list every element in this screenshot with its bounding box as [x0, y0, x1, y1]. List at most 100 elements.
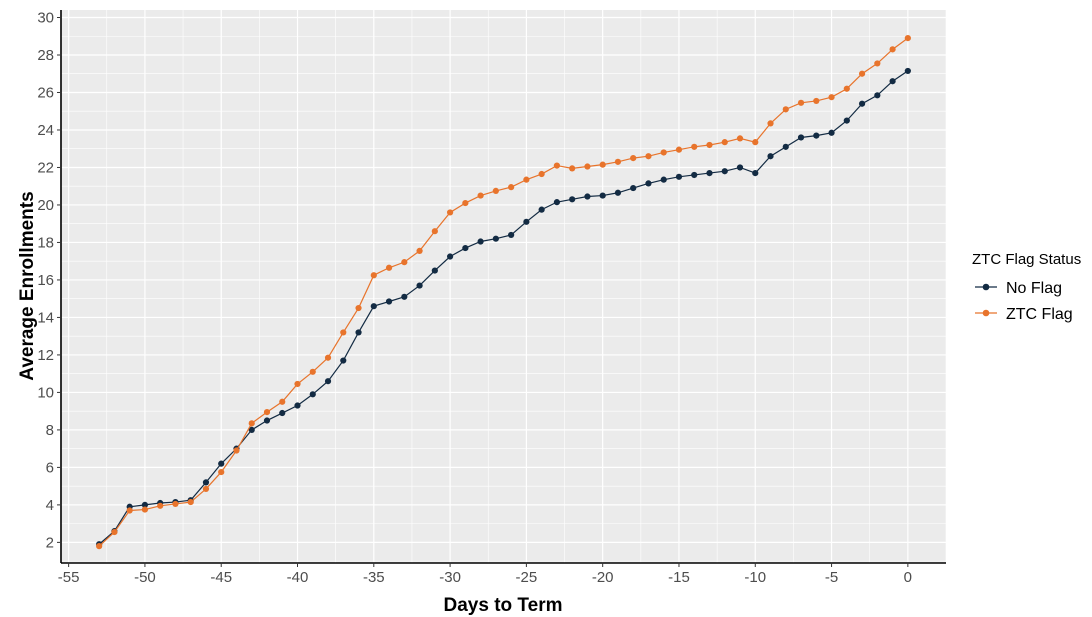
y-tick-label: 20 — [37, 197, 54, 214]
minor-grid — [61, 10, 947, 563]
y-tick-label: 16 — [37, 272, 54, 289]
data-point-no-flag — [294, 402, 301, 409]
x-tick-label: -15 — [668, 569, 690, 586]
data-point-no-flag — [858, 100, 866, 107]
x-tick-label: -5 — [825, 569, 838, 586]
data-point-no-flag — [553, 199, 561, 206]
legend-item-ztc-flag: ZTC Flag — [975, 306, 1073, 323]
x-tick-label: -35 — [363, 569, 385, 586]
data-point-no-flag — [721, 168, 728, 175]
y-tick-label: 24 — [37, 122, 54, 139]
data-point-no-flag — [660, 176, 667, 183]
data-point-no-flag — [324, 378, 332, 385]
data-point-no-flag — [370, 303, 377, 310]
data-point-no-flag — [782, 143, 789, 150]
data-point-ztc-flag — [904, 35, 911, 42]
data-point-ztc-flag — [126, 507, 133, 514]
data-point-no-flag — [797, 134, 805, 141]
data-point-no-flag — [599, 192, 606, 199]
data-point-no-flag — [538, 206, 545, 213]
data-point-no-flag — [279, 409, 286, 417]
data-point-ztc-flag — [782, 106, 789, 113]
y-tick-label: 30 — [37, 9, 54, 26]
x-tick-label: -50 — [134, 569, 156, 586]
y-axis-title: Average Enrollments — [17, 191, 38, 380]
y-tick-label: 10 — [37, 384, 54, 401]
data-point-ztc-flag — [141, 506, 149, 513]
data-point-no-flag — [614, 189, 622, 196]
major-grid — [61, 10, 946, 563]
data-point-ztc-flag — [263, 408, 271, 416]
data-point-no-flag — [813, 132, 820, 139]
data-point-no-flag — [141, 501, 149, 508]
data-point-ztc-flag — [584, 163, 591, 170]
y-tick-label: 28 — [37, 47, 54, 64]
x-axis-ticks: -55 -50 -45 -40 -35 -30 -25 -20 -15 -10 -5 0 — [58, 563, 912, 586]
x-axis-title: Days to Term — [444, 595, 563, 616]
data-point-ztc-flag — [675, 146, 683, 153]
data-point-ztc-flag — [614, 158, 622, 165]
data-point-ztc-flag — [508, 184, 515, 191]
legend-label-no-flag: No Flag — [1006, 280, 1062, 297]
data-point-no-flag — [446, 253, 454, 260]
data-point-no-flag — [309, 391, 316, 398]
data-point-ztc-flag — [431, 228, 438, 235]
x-tick-label: -20 — [592, 569, 614, 586]
y-tick-label: 6 — [46, 459, 54, 476]
data-point-ztc-flag — [446, 209, 454, 216]
data-point-no-flag — [248, 426, 255, 434]
y-tick-label: 26 — [37, 84, 54, 101]
data-point-no-flag — [523, 218, 530, 225]
data-point-no-flag — [691, 171, 698, 179]
data-point-ztc-flag — [340, 329, 347, 336]
data-point-ztc-flag — [767, 120, 774, 127]
legend: ZTC Flag Status No Flag ZTC Flag — [972, 251, 1081, 323]
data-point-ztc-flag — [553, 162, 561, 169]
data-point-ztc-flag — [660, 149, 667, 156]
data-point-no-flag — [736, 164, 744, 171]
y-tick-label: 22 — [37, 159, 54, 176]
data-point-ztc-flag — [202, 485, 210, 493]
data-point-no-flag — [569, 196, 576, 203]
data-point-no-flag — [584, 193, 591, 200]
y-tick-label: 18 — [37, 234, 54, 251]
data-point-ztc-flag — [462, 199, 469, 207]
data-point-ztc-flag — [889, 46, 896, 53]
data-point-ztc-flag — [96, 543, 103, 550]
y-tick-label: 12 — [37, 347, 54, 364]
data-point-ztc-flag — [157, 502, 164, 509]
data-point-no-flag — [889, 78, 896, 85]
x-tick-label: -40 — [287, 569, 309, 586]
x-tick-label: -30 — [439, 569, 461, 586]
x-tick-label: -45 — [210, 569, 232, 586]
data-point-no-flag — [706, 169, 713, 177]
data-point-ztc-flag — [691, 143, 698, 150]
data-point-no-flag — [675, 173, 683, 180]
data-point-no-flag — [416, 282, 423, 289]
data-point-ztc-flag — [813, 97, 820, 105]
x-tick-label: -25 — [516, 569, 538, 586]
x-tick-label: -55 — [58, 569, 80, 586]
data-point-ztc-flag — [172, 500, 179, 508]
data-point-ztc-flag — [843, 85, 850, 92]
legend-key-point-no-flag — [982, 283, 990, 291]
data-point-ztc-flag — [324, 354, 332, 361]
data-point-no-flag — [477, 238, 484, 245]
legend-label-ztc-flag: ZTC Flag — [1006, 306, 1073, 323]
data-point-no-flag — [752, 169, 759, 177]
data-point-ztc-flag — [385, 264, 393, 271]
data-point-no-flag — [462, 244, 469, 252]
data-point-no-flag — [874, 92, 881, 99]
data-point-no-flag — [767, 153, 774, 160]
data-point-no-flag — [843, 117, 850, 124]
data-point-ztc-flag — [416, 247, 423, 254]
y-tick-label: 8 — [46, 422, 54, 439]
data-point-ztc-flag — [736, 135, 744, 142]
y-tick-label: 4 — [46, 497, 54, 514]
data-point-no-flag — [355, 329, 362, 336]
data-point-no-flag — [401, 293, 408, 300]
data-point-no-flag — [263, 417, 271, 424]
y-tick-label: 14 — [37, 309, 54, 326]
legend-title: ZTC Flag Status — [972, 251, 1081, 268]
